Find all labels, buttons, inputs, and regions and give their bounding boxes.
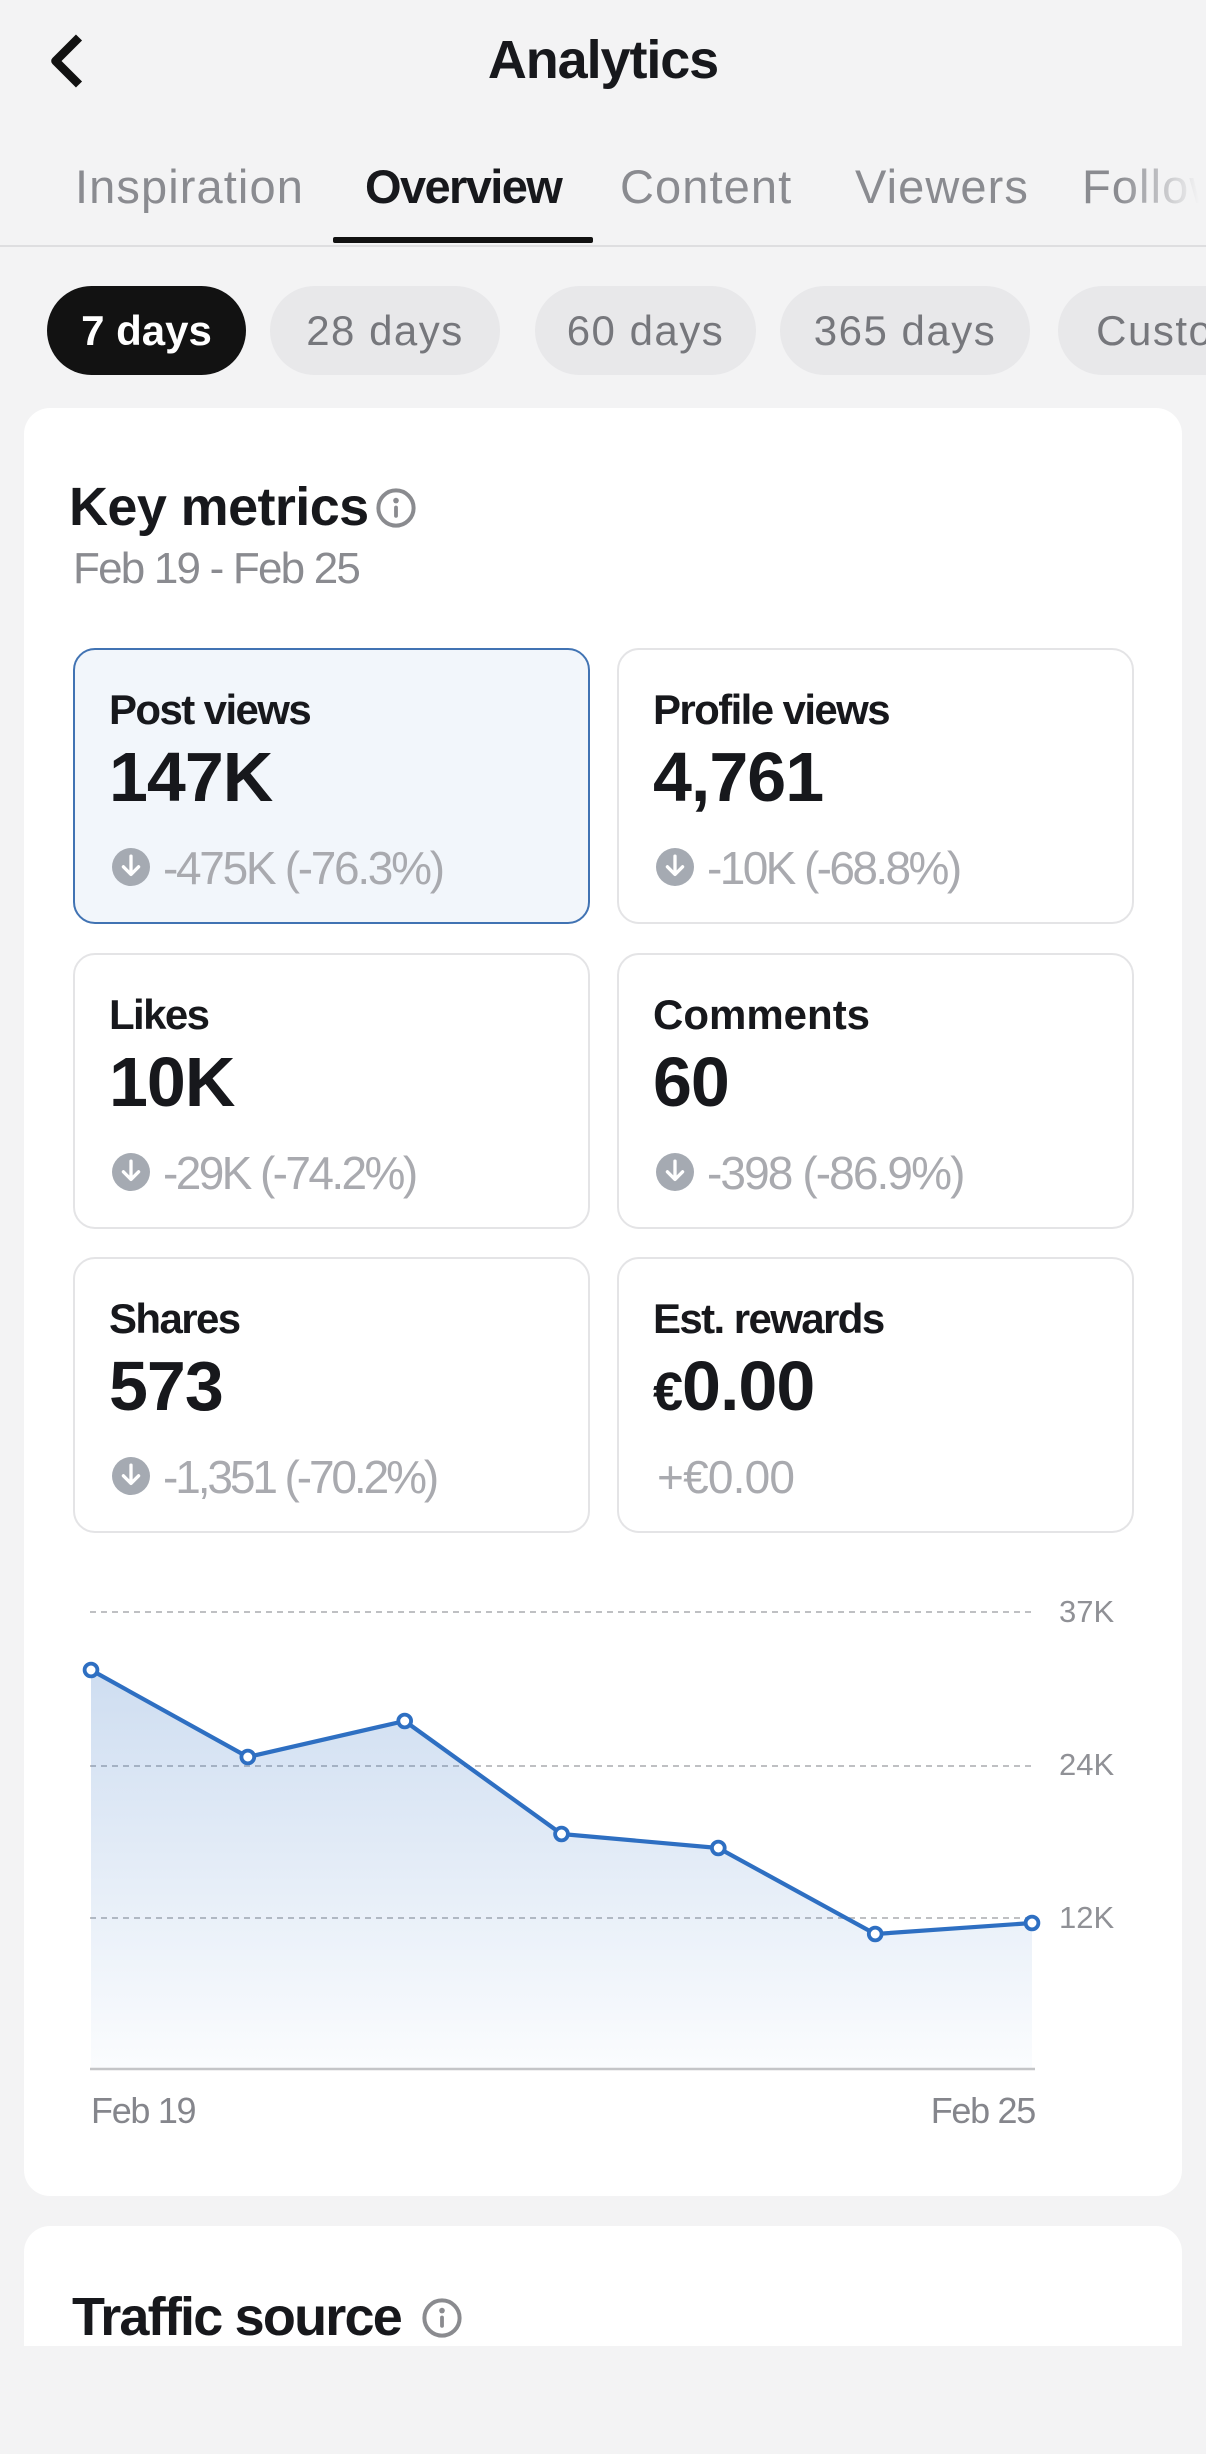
svg-text:12K: 12K [1059,1900,1114,1935]
svg-text:24K: 24K [1059,1747,1114,1782]
svg-text:Feb 25: Feb 25 [931,2090,1036,2131]
svg-text:Feb 19: Feb 19 [91,2090,196,2131]
svg-text:37K: 37K [1059,1594,1114,1629]
